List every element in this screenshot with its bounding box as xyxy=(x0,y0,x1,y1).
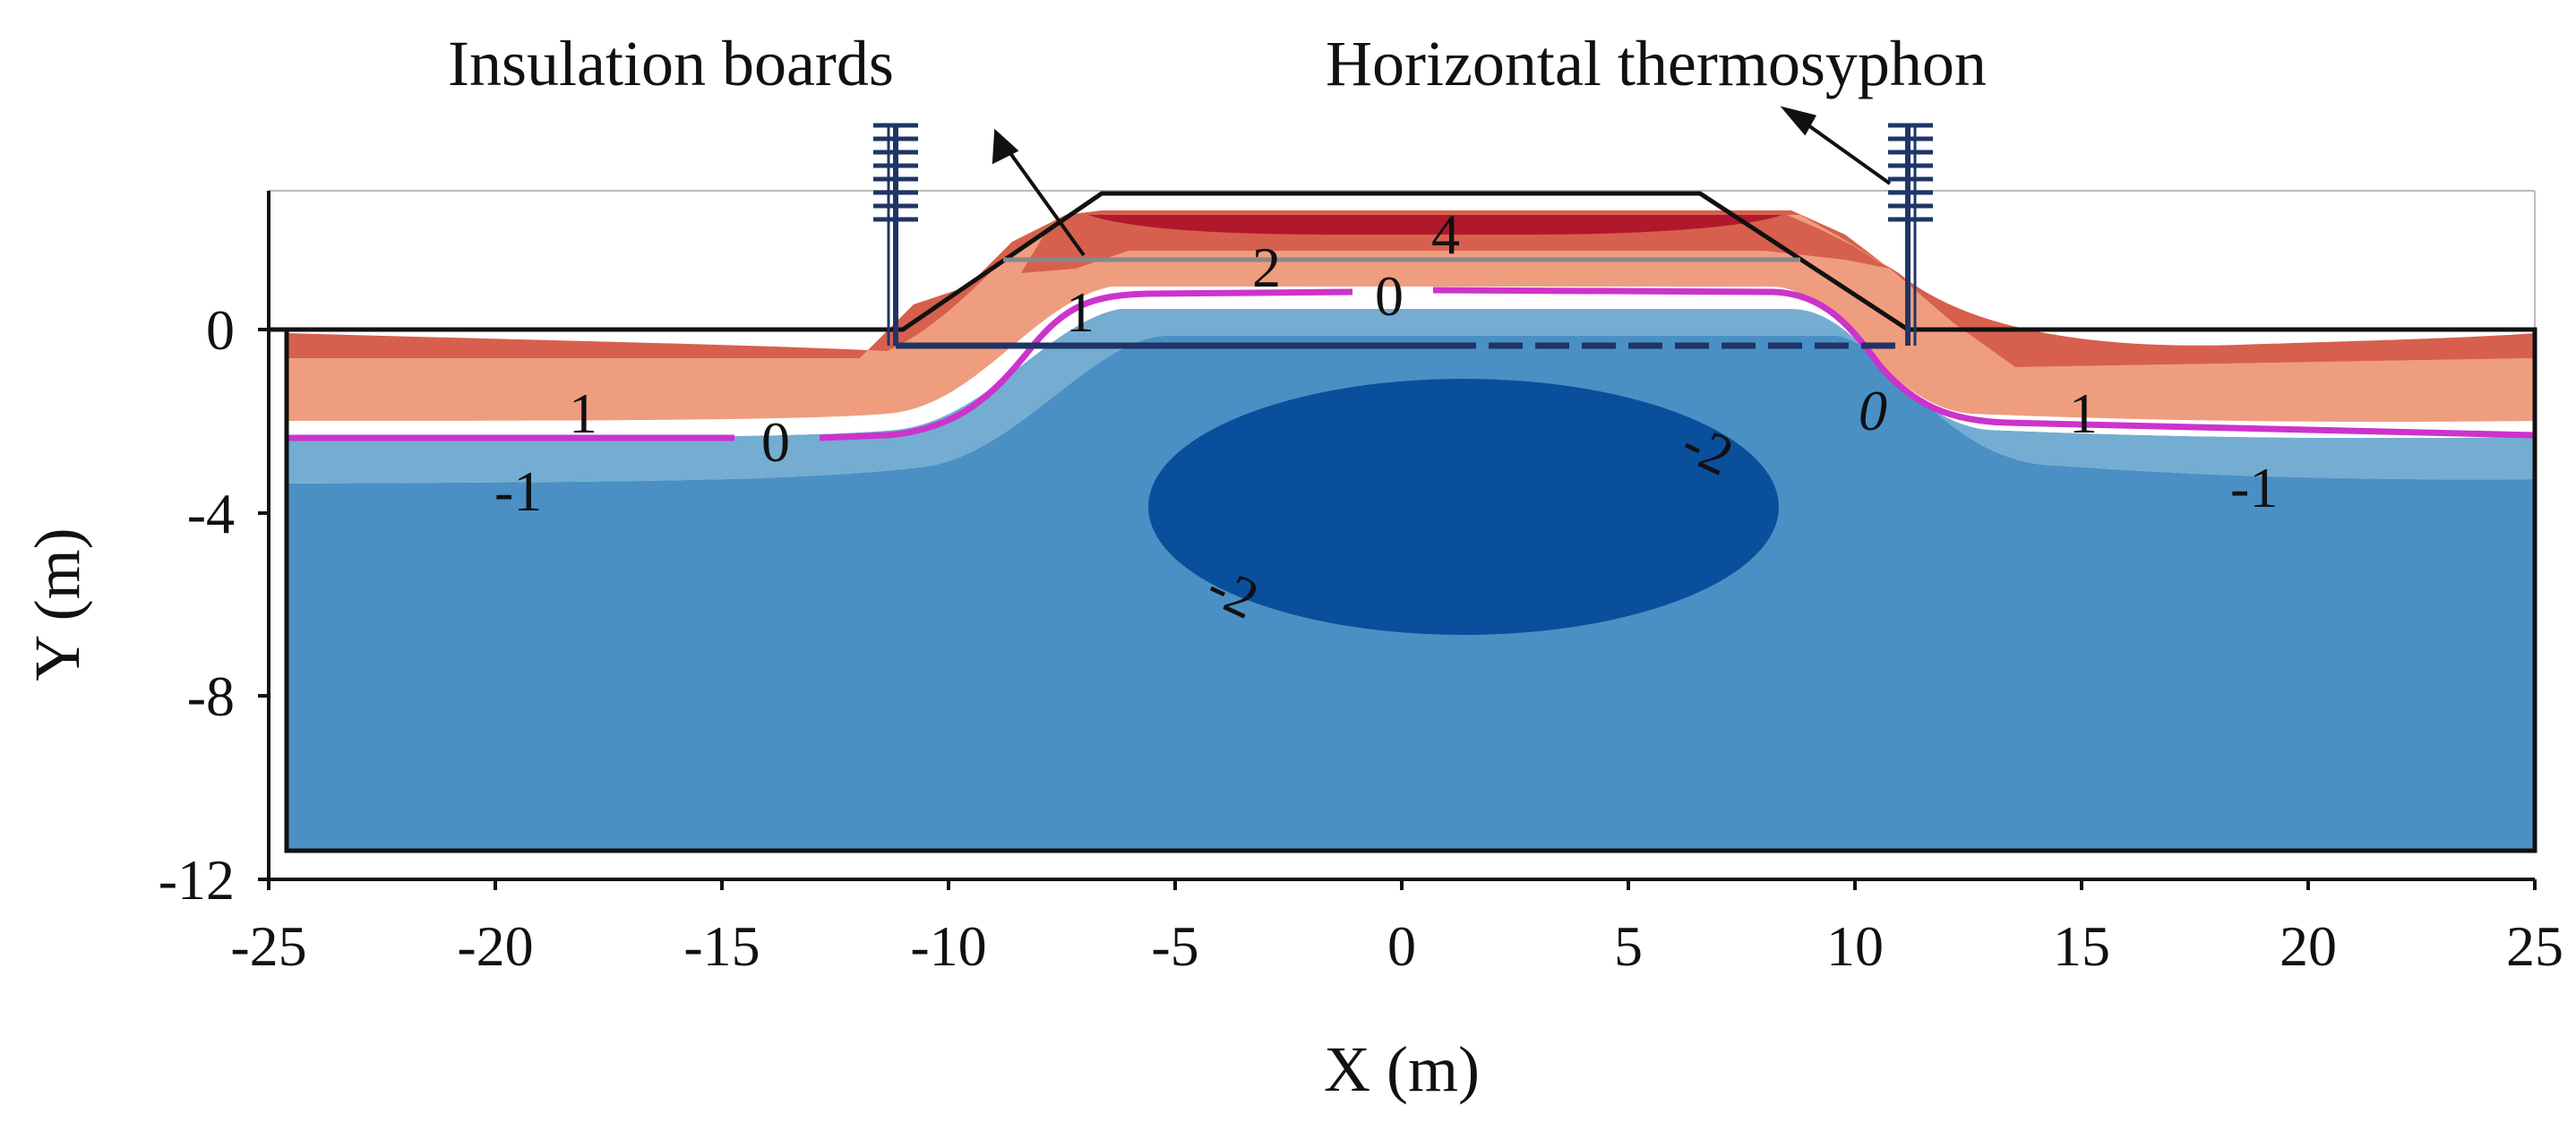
label-right-minus-one: -1 xyxy=(2230,456,2278,519)
y-axis-title: Y (m) xyxy=(21,527,93,681)
label-left-zero: 0 xyxy=(761,410,790,474)
x-tick-label: 25 xyxy=(2506,914,2563,978)
y-tick-marks xyxy=(258,328,269,881)
core-cold-minus-2 xyxy=(1148,379,1779,635)
y-tick-label: -8 xyxy=(187,664,235,728)
plot-area: 4 2 1 0 1 0 -1 0 1 -1 -2 -2 Insulation b… xyxy=(269,28,2537,853)
band-warm-4 xyxy=(1088,215,1782,235)
label-right-zero: 0 xyxy=(1859,379,1887,442)
x-tick-labels: -25 -20 -15 -10 -5 0 5 10 15 20 25 xyxy=(230,914,2563,978)
x-tick-marks xyxy=(267,879,2537,890)
x-tick-label: -10 xyxy=(910,914,986,978)
y-tick-label: -4 xyxy=(187,482,235,545)
zero-contour-left-2 xyxy=(819,288,1353,441)
insulation-arrowhead xyxy=(992,128,1019,165)
x-tick-label: 0 xyxy=(1387,914,1416,978)
band-warm-1 xyxy=(287,210,2535,423)
label-zero-center: 0 xyxy=(1375,264,1404,328)
x-tick-label: -20 xyxy=(457,914,533,978)
x-tick-label: 15 xyxy=(2053,914,2110,978)
label-left-one: 1 xyxy=(569,381,597,445)
y-tick-label: -12 xyxy=(159,848,235,912)
x-tick-label: 10 xyxy=(1826,914,1884,978)
band-cold-minus-1 xyxy=(287,309,2535,484)
x-tick-label: -25 xyxy=(230,914,306,978)
thermosyphon-system xyxy=(873,123,1933,349)
x-tick-label: -15 xyxy=(683,914,760,978)
y-tick-labels: 0 -4 -8 -12 xyxy=(159,298,235,912)
label-embankment-top: 4 xyxy=(1431,202,1460,266)
insulation-boards-label: Insulation boards xyxy=(448,28,894,99)
x-axis-title: X (m) xyxy=(1324,1033,1480,1105)
insulation-arrow-line xyxy=(1001,141,1086,257)
label-left-minus-one: -1 xyxy=(494,459,542,523)
band-zero xyxy=(287,287,2535,439)
zero-contour-center-right xyxy=(1432,287,2536,439)
x-tick-label: 20 xyxy=(2280,914,2337,978)
thermosyphon-arrow-line xyxy=(1794,115,1892,185)
label-embankment-mid: 2 xyxy=(1252,236,1281,299)
label-right-one: 1 xyxy=(2069,381,2098,445)
zero-contour xyxy=(287,287,2536,441)
label-slope-left: 1 xyxy=(1066,280,1095,344)
x-tick-label: 5 xyxy=(1614,914,1643,978)
thermosyphon-arrowhead xyxy=(1780,106,1817,136)
y-tick-label: 0 xyxy=(206,298,235,362)
horizontal-thermosyphon-label: Horizontal thermosyphon xyxy=(1326,28,1987,99)
x-tick-label: -5 xyxy=(1151,914,1198,978)
left-condenser-fins xyxy=(873,123,918,222)
temperature-bands xyxy=(287,210,2535,851)
annotation-arrows xyxy=(992,106,1892,257)
right-condenser-fins xyxy=(1888,123,1933,222)
